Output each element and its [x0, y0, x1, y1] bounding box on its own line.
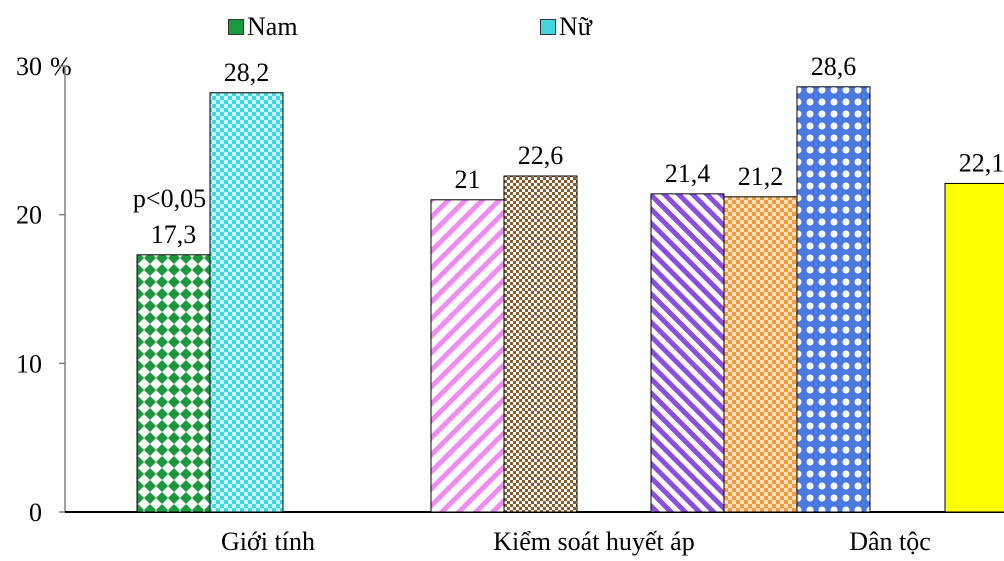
y-tick-label: 30 [16, 52, 42, 81]
bar-value-label: 21 [455, 165, 481, 194]
bar-2-2 [503, 175, 578, 513]
legend-nu: Nữ [540, 12, 592, 42]
bar-value-label: 21,4 [665, 159, 711, 188]
x-category-label: Kiểm soát huyết áp [493, 527, 694, 556]
legend-nu-swatch [540, 19, 556, 35]
y-tick-label: 0 [29, 498, 42, 527]
bar-value-label: 22,6 [518, 141, 564, 170]
y-tick-label: 20 [16, 201, 42, 230]
bar-3-1 [796, 86, 871, 513]
bar-value-label: 17,3 [151, 220, 197, 249]
significance-note: p<0,05 [133, 184, 206, 213]
bar-2-1 [430, 199, 505, 513]
bar-value-label: 21,2 [738, 162, 784, 191]
legend-nam-swatch [228, 19, 244, 35]
bar-1-1 [136, 254, 211, 513]
bar-value-label: 28,6 [811, 52, 857, 81]
bar-value-label: 28,2 [224, 58, 270, 87]
x-category-label: Dân tộc [849, 527, 931, 556]
bar-3-2 [944, 182, 1004, 513]
y-tick-label: 10 [16, 349, 42, 378]
x-category-label: Giới tính [221, 527, 315, 556]
legend-nam-label: Nam [247, 12, 298, 41]
legend-nam: Nam [228, 12, 298, 42]
legend-nu-label: Nữ [559, 12, 592, 41]
bar-1-2 [209, 92, 284, 513]
bar-2-3 [650, 193, 725, 513]
bar-value-label: 22,1 [959, 148, 1004, 177]
bar-2-4 [723, 196, 798, 513]
